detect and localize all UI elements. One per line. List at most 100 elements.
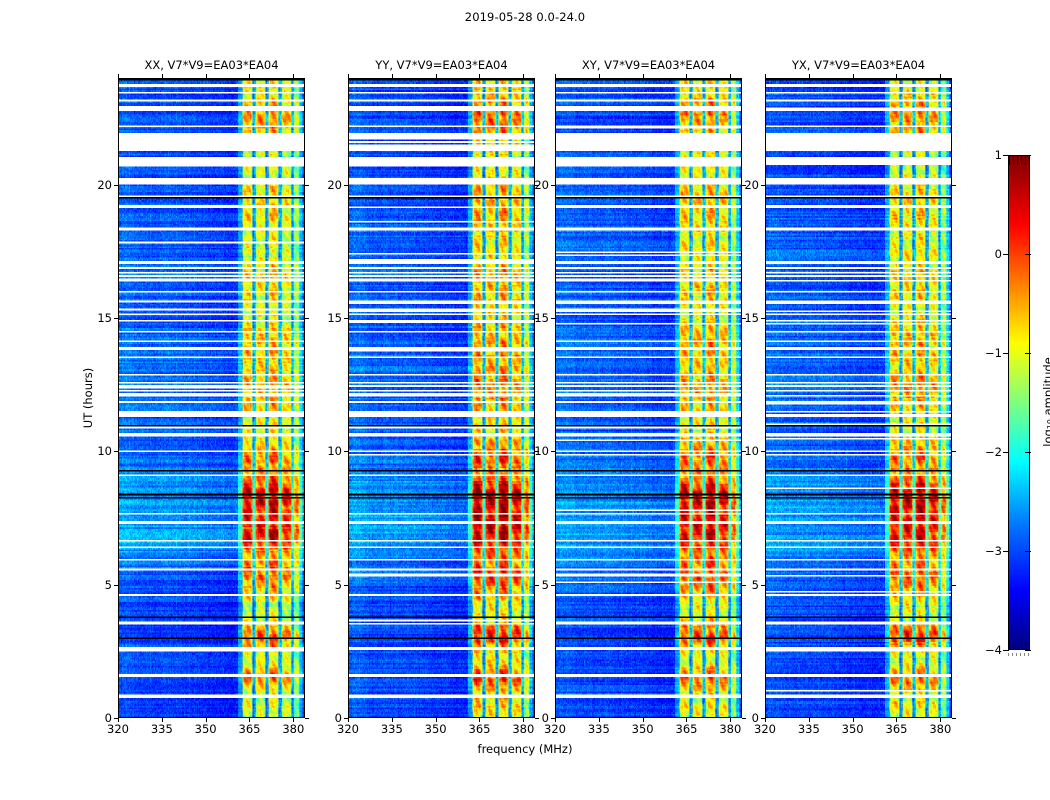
figure-suptitle: 2019-05-28 0.0-24.0 (464, 10, 586, 24)
spectrum-panel-yx[interactable] (765, 78, 952, 718)
x-tick-mark (940, 74, 942, 78)
y-tick-mark (114, 584, 118, 586)
colorbar-tick-mark (1003, 452, 1009, 453)
x-tick-mark (940, 718, 942, 722)
x-tick-mark (686, 74, 688, 78)
y-tick-label: 10 (744, 444, 759, 459)
y-tick-label: 10 (327, 444, 342, 459)
x-tick-label: 335 (797, 722, 820, 736)
spectrum-panel-xx[interactable] (118, 78, 305, 718)
y-tick-mark (551, 584, 555, 586)
x-tick-label: 365 (675, 722, 698, 736)
colorbar-gradient (1009, 156, 1029, 649)
colorbar-tick-label: −2 (985, 445, 1002, 459)
y-tick-mark (952, 318, 956, 319)
y-tick-label: 20 (97, 177, 112, 192)
y-tick-label: 20 (534, 177, 549, 192)
y-tick-mark (761, 318, 765, 319)
y-tick-mark (952, 718, 956, 719)
y-tick-label: 0 (104, 711, 112, 725)
x-tick-label: 380 (719, 722, 742, 736)
colorbar-tick-mark (1025, 353, 1031, 354)
y-tick-mark (344, 718, 348, 719)
x-tick-mark (479, 74, 481, 78)
x-tick-mark (730, 718, 732, 722)
dynamic-spectrum-image (556, 79, 741, 717)
x-tick-mark (852, 74, 854, 78)
y-tick-mark (952, 184, 956, 186)
y-tick-mark (761, 718, 765, 719)
x-tick-label: 365 (885, 722, 908, 736)
y-tick-label: 20 (327, 177, 342, 192)
y-tick-mark (344, 451, 348, 453)
y-tick-mark (114, 318, 118, 319)
x-tick-mark (852, 718, 854, 722)
x-tick-mark (896, 74, 898, 78)
y-tick-mark (305, 718, 309, 719)
x-tick-mark (348, 74, 349, 78)
y-tick-mark (742, 584, 746, 586)
x-tick-mark (118, 718, 119, 722)
y-tick-mark (535, 584, 539, 586)
colorbar-tick-label: −3 (985, 544, 1002, 558)
y-tick-label: 0 (541, 711, 549, 725)
x-axis-label: frequency (MHz) (477, 742, 573, 756)
x-tick-label: 380 (282, 722, 305, 736)
colorbar-tick-mark (1025, 551, 1031, 552)
x-tick-mark (523, 718, 525, 722)
y-tick-mark (761, 451, 765, 453)
x-tick-label: 335 (587, 722, 610, 736)
y-tick-mark (535, 451, 539, 453)
y-tick-mark (952, 451, 956, 453)
y-tick-label: 5 (334, 577, 342, 592)
y-tick-mark (761, 584, 765, 586)
y-tick-mark (114, 184, 118, 186)
dynamic-spectrum-image (766, 79, 951, 717)
y-tick-mark (344, 318, 348, 319)
x-tick-mark (808, 718, 810, 722)
y-tick-mark (551, 718, 555, 719)
x-tick-mark (686, 718, 688, 722)
colorbar-tick-label: 1 (994, 148, 1002, 162)
y-tick-label: 0 (334, 711, 342, 725)
y-tick-label: 10 (534, 444, 549, 459)
spectrum-panel-xy[interactable] (555, 78, 742, 718)
colorbar[interactable] (1008, 155, 1030, 650)
spectrum-panel-yy[interactable] (348, 78, 535, 718)
x-tick-mark (765, 718, 766, 722)
y-tick-label: 0 (751, 711, 759, 725)
x-tick-mark (523, 74, 525, 78)
x-tick-mark (249, 74, 251, 78)
x-tick-mark (348, 718, 349, 722)
y-tick-label: 5 (104, 577, 112, 592)
colorbar-tick-mark (1003, 254, 1009, 255)
y-tick-label: 20 (744, 177, 759, 192)
dynamic-spectrum-image (119, 79, 304, 717)
y-tick-label: 15 (327, 311, 342, 325)
y-tick-mark (742, 451, 746, 453)
colorbar-tick-label: −4 (985, 643, 1002, 657)
x-tick-mark (479, 718, 481, 722)
x-tick-mark (555, 74, 556, 78)
x-tick-label: 350 (194, 722, 217, 736)
x-tick-mark (765, 74, 766, 78)
colorbar-tick-mark (1025, 452, 1031, 453)
x-tick-mark (205, 74, 207, 78)
y-tick-mark (551, 451, 555, 453)
x-tick-label: 335 (380, 722, 403, 736)
x-tick-label: 365 (468, 722, 491, 736)
x-tick-mark (808, 74, 810, 78)
x-tick-mark (435, 74, 437, 78)
x-tick-mark (642, 718, 644, 722)
y-tick-mark (551, 318, 555, 319)
y-tick-mark (305, 584, 309, 586)
x-tick-mark (161, 718, 163, 722)
colorbar-tick-label: 0 (994, 247, 1002, 261)
x-tick-label: 350 (841, 722, 864, 736)
x-tick-label: 365 (238, 722, 261, 736)
y-tick-label: 15 (97, 311, 112, 325)
x-tick-label: 335 (150, 722, 173, 736)
colorbar-extend-marker (1008, 653, 1030, 656)
y-tick-mark (305, 184, 309, 186)
